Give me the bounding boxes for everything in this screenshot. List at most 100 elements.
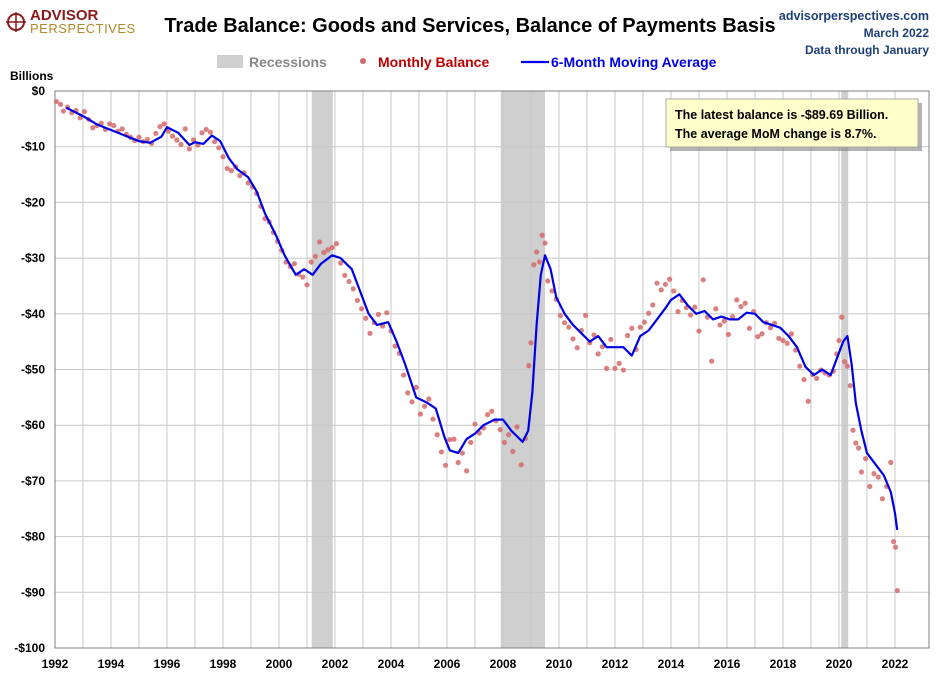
monthly-balance-point [178,141,184,148]
monthly-balance-point [300,274,306,280]
plot-frame [54,90,930,649]
monthly-balance-point [734,297,740,303]
monthly-balance-point [438,449,444,455]
monthly-balance-point [759,331,765,337]
monthly-balance-point [291,261,297,267]
monthly-balance-point [434,432,440,438]
monthly-balance-point [725,331,732,338]
monthly-balance-point [784,340,790,346]
monthly-balance-point [392,343,398,349]
y-tick-label: -$30 [21,251,45,265]
monthly-balance-point [892,544,899,550]
monthly-balance-point [692,304,698,310]
monthly-balance-point [153,130,159,136]
y-axis-label: Billions [10,69,54,83]
monthly-balance-point [797,363,803,369]
monthly-balance-point [717,322,723,328]
monthly-balance-point [165,128,171,134]
x-tick-label: 2014 [658,657,685,671]
monthly-balance-point [788,331,795,337]
monthly-balance-point [599,344,606,350]
monthly-balance-point [562,320,568,326]
monthly-balance-point [863,456,869,462]
moving-average-series [65,106,899,531]
monthly-balance-point [557,312,564,319]
monthly-balance-point [894,587,900,594]
monthly-balance-point [81,109,87,115]
monthly-balance-point [867,483,873,490]
monthly-balance-point [216,145,222,151]
y-axis-ticks: $0 -$10 -$20 -$30 -$40 -$50 -$60 -$70 -$80 -$90 -$… [14,84,45,655]
monthly-balance-point [317,239,323,245]
monthly-balance-point [413,384,419,390]
monthly-balance-point [506,432,512,438]
monthly-balance-point [367,330,373,336]
x-tick-label: 2022 [882,657,909,671]
y-tick-label: -$20 [21,195,45,209]
annotation-background [665,98,919,148]
monthly-balance-point [207,129,213,135]
monthly-balance-point [539,232,545,238]
monthly-balance-point [755,334,761,340]
monthly-balance-point [430,416,436,422]
monthly-balance-point [650,302,656,308]
logo: ADVISOR PERSPECTIVES [6,7,135,36]
monthly-balance-point [805,398,811,404]
monthly-balance-point [776,335,782,341]
monthly-balance-point [304,282,310,288]
monthly-balance-point [696,328,702,334]
legend-monthly: Monthly Balance [378,54,489,70]
monthly-balance-point [625,332,631,339]
y-tick-label: -$50 [21,363,45,377]
monthly-balance-point [363,315,369,321]
monthly-balance-point [844,363,851,369]
monthly-balance-point [534,249,540,255]
monthly-balance-point [746,325,753,331]
x-axis-ticks: 1992 1994 1996 1998 2000 2002 2004 2006 2008 2010… [42,657,909,671]
monthly-balance-point [224,165,230,172]
x-tick-label: 2010 [546,657,573,671]
monthly-balance-point [107,121,113,127]
monthly-balance-point [375,311,381,317]
monthly-balance-point [526,363,532,369]
monthly-balance-point [646,310,652,316]
monthly-balance-point [713,306,719,312]
monthly-balance-point [629,325,635,331]
monthly-balance-point [801,376,807,383]
monthly-balance-point [853,440,859,446]
monthly-balance-point [570,336,576,342]
monthly-balance-point [518,462,524,468]
annotation-box: The latest balance is -$89.69 Billion. T… [665,98,922,151]
logo-line1: ADVISOR [30,7,99,24]
source-site: advisorperspectives.com [779,9,929,23]
monthly-balance-point [730,313,736,320]
monthly-balance-point [308,259,314,265]
monthly-balance-point [170,133,176,139]
monthly-balance-point [616,360,622,366]
monthly-balance-point [497,427,503,433]
monthly-balance-point [608,336,614,343]
monthly-balance-point [839,314,845,320]
monthly-balance-point [161,121,167,127]
monthly-balance-point [174,137,180,143]
monthly-balance-point [346,278,352,285]
monthly-balance-point [858,469,865,475]
monthly-balance-point [333,241,339,247]
chart-title: Trade Balance: Goods and Services, Balan… [164,15,775,37]
monthly-balance-point [836,337,842,344]
monthly-balance-point [514,424,520,430]
monthly-balance-point [144,136,150,143]
monthly-balance-point [338,260,344,266]
monthly-balance-point [342,272,348,278]
monthly-balance-point [409,399,415,405]
y-tick-label: -$40 [21,307,45,321]
monthly-balance-point [709,358,715,364]
monthly-balance-point [119,126,125,132]
annotation-line1: The latest balance is -$89.69 Billion. [675,108,888,122]
monthly-balance-point [879,496,886,502]
monthly-balance-point [401,372,407,378]
monthly-balance-point [566,324,572,330]
monthly-balance-point [842,359,848,365]
monthly-balance-point [321,249,327,256]
